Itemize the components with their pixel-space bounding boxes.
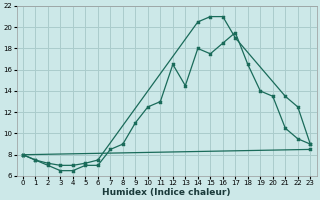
X-axis label: Humidex (Indice chaleur): Humidex (Indice chaleur)	[102, 188, 231, 197]
